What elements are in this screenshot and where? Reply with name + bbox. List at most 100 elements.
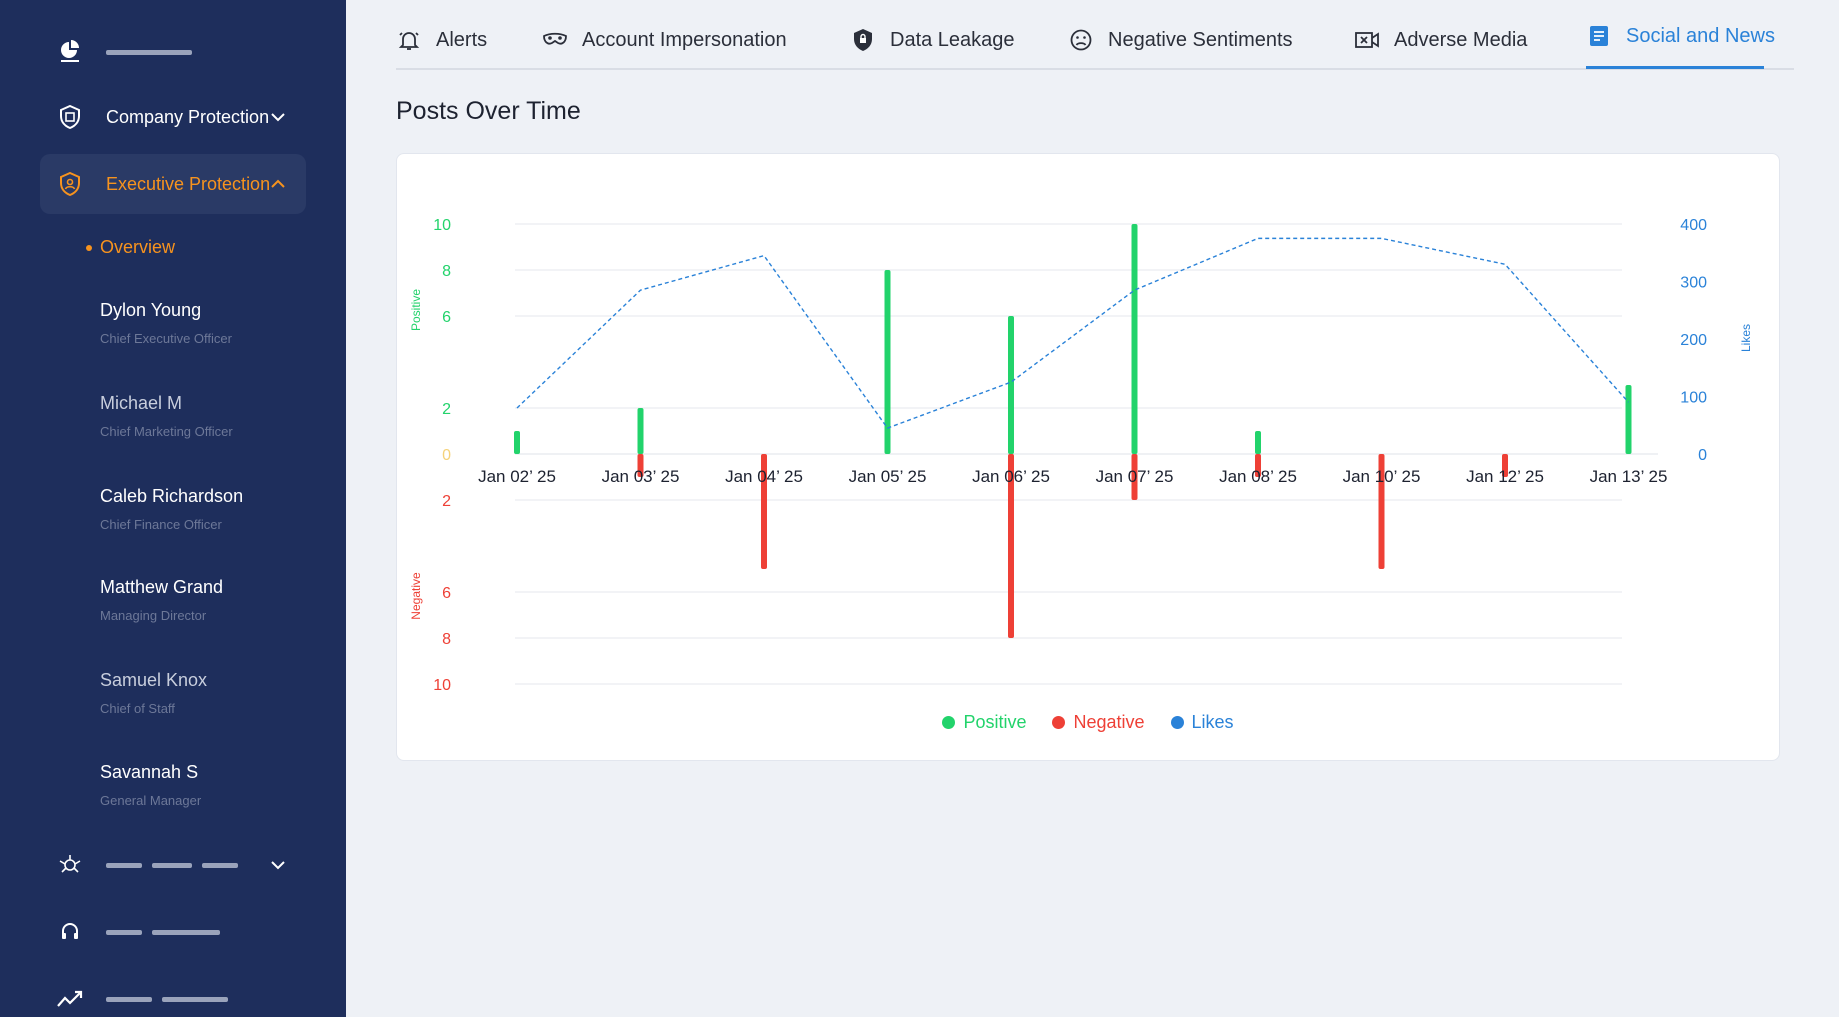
chevron-down-icon[interactable] [268, 855, 288, 875]
tab-alerts[interactable]: Alerts [396, 22, 487, 58]
executive-role: Managing Director [100, 608, 207, 623]
page-title: Posts Over Time [396, 97, 581, 125]
sidebar-item-label: Executive Protection [106, 173, 271, 194]
legend-label-negative: Negative [1073, 712, 1145, 732]
tab-label: Account Impersonation [582, 28, 787, 51]
tab-bar: Alerts Account Impersonation Data Leakag… [396, 0, 1794, 70]
legend-item-positive[interactable]: Positive [942, 712, 1026, 733]
executive-item[interactable]: Matthew Grand Managing Director [100, 577, 223, 623]
executive-name: Samuel Knox [100, 670, 208, 690]
positive-bar [1625, 385, 1632, 454]
shield-icon [52, 99, 88, 135]
tab-label: Adverse Media [1394, 28, 1528, 51]
negative-bar [1502, 454, 1508, 477]
posts-over-time-chart: 10 8 6 2 0 2 6 8 10 Positive Negative 400 300 200 100 0… [409, 217, 1753, 694]
legend-item-negative[interactable]: Negative [1052, 712, 1145, 733]
negative-axis-title: Negative [409, 572, 423, 620]
tab-adverse-media[interactable]: Adverse Media [1354, 22, 1527, 58]
chart-card: 10 8 6 2 0 2 6 8 10 Positive Negative 400 300 200 100 0… [396, 153, 1780, 761]
sidebar: Company Protection Executive Protection … [0, 0, 346, 1017]
negative-tick-label: 10 [433, 677, 451, 694]
legend-dot-positive [942, 716, 956, 729]
positive-bar [884, 270, 891, 454]
tab-social-and-news[interactable]: Social and News [1586, 18, 1775, 54]
tab-label: Data Leakage [890, 28, 1015, 51]
positive-tick-label: 0 [442, 447, 451, 464]
executive-item[interactable]: Caleb Richardson Chief Finance Officer [100, 486, 243, 532]
sidebar-item-placeholder-3[interactable] [40, 969, 306, 1017]
likes-axis-title: Likes [1739, 324, 1753, 352]
negative-bar [1131, 454, 1138, 500]
trend-icon [52, 981, 88, 1017]
tab-label: Negative Sentiments [1108, 28, 1293, 51]
shield-lock-icon [850, 27, 876, 53]
shield-person-icon [52, 166, 88, 202]
negative-bar [761, 454, 767, 569]
positive-tick-label: 10 [433, 217, 451, 234]
likes-tick-label: 400 [1680, 217, 1707, 234]
negative-tick-label: 6 [442, 585, 451, 602]
sidebar-item-dashboard[interactable] [40, 22, 306, 82]
sidebar-item-placeholder-1[interactable] [40, 835, 306, 895]
x-tick-label: Jan 06’ 25 [972, 467, 1050, 486]
x-tick-label: Jan 02’ 25 [478, 467, 556, 486]
executive-item[interactable]: Savannah S General Manager [100, 762, 201, 808]
active-dot [86, 244, 92, 251]
positive-bar [1131, 224, 1138, 454]
executive-item[interactable]: Samuel Knox Chief of Staff [100, 670, 207, 716]
sidebar-item-label: Company Protection [106, 106, 270, 127]
tab-account-impersonation[interactable]: Account Impersonation [542, 22, 787, 58]
executive-role: Chief Marketing Officer [100, 424, 233, 439]
positive-axis-title: Positive [409, 289, 423, 331]
likes-tick-label: 300 [1680, 275, 1707, 292]
legend-dot-negative [1052, 716, 1066, 729]
sidebar-subitem-overview[interactable]: Overview [86, 237, 175, 258]
sidebar-item-company-protection[interactable]: Company Protection [40, 87, 306, 147]
executive-name: Matthew Grand [100, 577, 224, 597]
negative-tick-label: 8 [442, 631, 451, 648]
headset-icon [52, 914, 88, 950]
x-tick-label: Jan 07’ 25 [1096, 467, 1174, 486]
legend-item-likes[interactable]: Likes [1170, 712, 1234, 733]
executive-item[interactable]: Michael M Chief Marketing Officer [100, 393, 233, 439]
negative-bar [1008, 454, 1014, 638]
executive-role: General Manager [100, 793, 202, 808]
sidebar-item-placeholder-2[interactable] [40, 902, 306, 962]
sad-face-icon [1068, 27, 1094, 53]
positive-bar [637, 408, 644, 454]
overview-label: Overview [100, 237, 176, 257]
negative-tick-label: 2 [442, 493, 451, 510]
executive-item[interactable]: Dylon Young Chief Executive Officer [100, 300, 232, 346]
placeholder-label [106, 49, 202, 55]
chevron-up-icon[interactable] [268, 174, 288, 194]
x-tick-label: Jan 04’ 25 [725, 467, 803, 486]
tab-label: Alerts [436, 28, 488, 51]
executive-name: Dylon Young [100, 300, 202, 320]
pie-chart-icon [52, 34, 88, 70]
x-tick-label: Jan 08’ 25 [1219, 467, 1297, 486]
chart-legend: Positive Negative Likes [397, 712, 1779, 733]
negative-bar [637, 454, 644, 477]
positive-tick-label: 8 [442, 263, 451, 280]
tab-data-leakage[interactable]: Data Leakage [850, 22, 1015, 58]
bell-icon [396, 27, 422, 53]
placeholder-label [106, 862, 248, 868]
legend-label-likes: Likes [1191, 712, 1234, 732]
likes-tick-label: 100 [1680, 390, 1707, 407]
negative-bar [1378, 454, 1385, 569]
x-tick-label: Jan 12’ 25 [1466, 467, 1544, 486]
executive-role: Chief Finance Officer [100, 517, 222, 532]
positive-bar [1008, 316, 1014, 454]
executive-name: Michael M [100, 393, 183, 413]
document-icon [1586, 23, 1612, 49]
x-tick-label: Jan 05’ 25 [849, 467, 927, 486]
positive-tick-label: 6 [442, 309, 451, 326]
legend-label-positive: Positive [963, 712, 1027, 732]
placeholder-label [106, 996, 238, 1002]
tab-negative-sentiments[interactable]: Negative Sentiments [1068, 22, 1293, 58]
chevron-down-icon[interactable] [268, 107, 288, 127]
sidebar-item-executive-protection[interactable]: Executive Protection [40, 154, 306, 214]
executive-name: Caleb Richardson [100, 486, 244, 506]
active-tab-indicator [1586, 66, 1764, 69]
executive-role: Chief of Staff [100, 701, 175, 716]
